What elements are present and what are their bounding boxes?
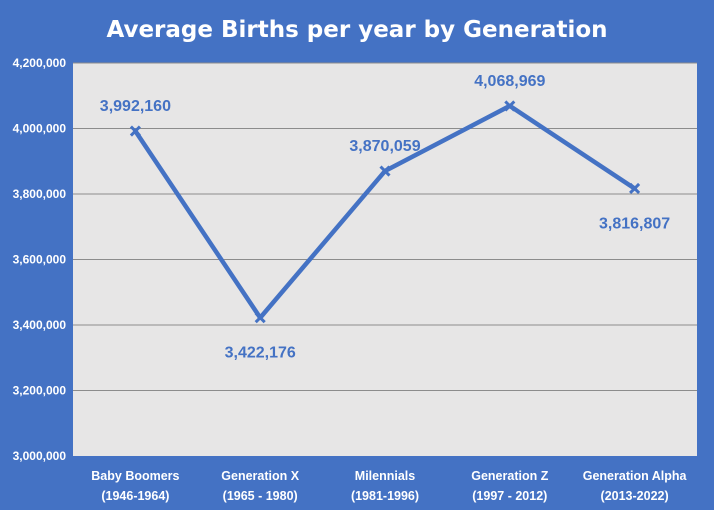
x-tick-label: (1946-1964) (101, 489, 169, 503)
y-tick-label: 3,200,000 (13, 384, 67, 398)
data-point-marker (254, 312, 266, 324)
y-tick-label: 3,000,000 (13, 449, 67, 463)
y-tick-label: 4,000,000 (13, 122, 67, 136)
x-tick-label: Milennials (355, 469, 415, 483)
data-label: 3,422,176 (225, 345, 296, 362)
y-tick-label: 4,200,000 (13, 56, 67, 70)
data-markers (129, 100, 641, 324)
y-axis: 3,000,000 3,200,000 3,400,000 3,600,000 3,80… (13, 56, 67, 463)
y-tick-label: 3,400,000 (13, 318, 67, 332)
data-label: 3,992,160 (100, 98, 171, 115)
gridlines (73, 62, 697, 391)
data-point-marker (379, 165, 391, 177)
x-tick-label: Baby Boomers (91, 469, 179, 483)
y-tick-label: 3,800,000 (13, 187, 67, 201)
y-tick-label: 3,600,000 (13, 253, 67, 267)
x-tick-label: (1997 - 2012) (472, 489, 547, 503)
x-tick-label: Generation Z (471, 469, 548, 483)
x-axis: Baby Boomers (1946-1964) Generation X (1965… (91, 469, 687, 503)
data-label: 3,816,807 (599, 215, 670, 232)
x-tick-label: (2013-2022) (601, 489, 669, 503)
x-tick-label: (1965 - 1980) (223, 489, 298, 503)
x-tick-label: Generation Alpha (583, 469, 688, 483)
chart-title: Average Births per year by Generation (106, 17, 607, 43)
data-point-marker (629, 182, 641, 195)
data-point-marker (129, 125, 141, 137)
x-tick-label: Generation X (221, 469, 299, 483)
x-tick-label: (1981-1996) (351, 489, 419, 503)
data-label: 3,870,059 (349, 138, 420, 155)
data-point-marker (504, 100, 516, 112)
data-label: 4,068,969 (474, 73, 545, 90)
data-labels: 3,992,160 3,422,176 3,870,059 4,068,969 3,81… (100, 73, 670, 362)
